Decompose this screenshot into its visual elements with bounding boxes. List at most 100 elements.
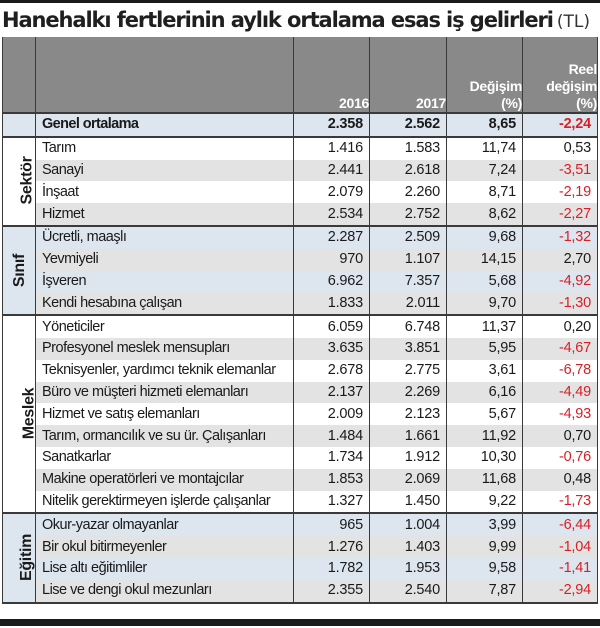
value-2016: 6.059: [293, 315, 370, 338]
value-real-change: -1,32: [522, 225, 598, 249]
value-change: 7,87: [446, 579, 523, 604]
table-row: Yevmiyeli 970 1.107 14,15 2,70: [3, 248, 598, 271]
group-label: Eğitim: [18, 533, 36, 581]
value-2017: 2.562: [369, 113, 447, 138]
header-change: Değişim (%): [446, 37, 523, 114]
value-change: 14,15: [446, 248, 523, 271]
value-real-change: -6,78: [522, 359, 598, 382]
value-2017: 3.851: [369, 337, 447, 360]
value-2017: 2.260: [369, 181, 447, 204]
value-change: 11,74: [446, 136, 523, 160]
table-row: Lise altı eğitimliler 1.782 1.953 9,58 -1,41: [3, 557, 598, 580]
row-label: Hizmet: [35, 203, 294, 227]
value-real-change: -1,41: [522, 557, 598, 580]
title-unit: (TL): [556, 12, 591, 32]
overall-row: Genel ortalama 2.358 2.562 8,65 -2,24: [2, 113, 598, 138]
value-real-change: -2,94: [522, 579, 598, 604]
value-2016: 965: [293, 513, 370, 537]
table-title: Hanehalkı fertlerinin aylık ortalama esa…: [2, 5, 590, 35]
value-2017: 2.618: [369, 159, 447, 182]
value-2016: 2.355: [293, 579, 370, 604]
value-2017: 6.748: [369, 315, 447, 338]
value-real-change: -6,44: [522, 513, 598, 537]
header-row: 2016 2017 Değişim (%) Reel değişim (%): [2, 37, 598, 114]
value-real-change: 0,53: [522, 136, 598, 160]
table-row: Kendi hesabına çalışan 1.833 2.011 9,70 -1,3…: [3, 292, 598, 317]
value-change: 9,68: [446, 225, 523, 249]
value-change: 5,68: [446, 270, 523, 293]
row-label: Lise altı eğitimliler: [35, 557, 294, 580]
group-label-cell: Meslek: [2, 315, 37, 515]
value-2017: 2.752: [369, 203, 447, 227]
value-real-change: -3,51: [522, 159, 598, 182]
value-2017: 1.661: [369, 425, 447, 447]
value-2017: 2.123: [369, 403, 447, 426]
value-real-change: -4,93: [522, 403, 598, 426]
value-2016: 1.484: [293, 425, 370, 447]
row-label: Tarım: [35, 136, 294, 160]
value-2016: 2.287: [293, 225, 370, 249]
table-row: Büro ve müşteri hizmeti elemanları 2.137 2…: [3, 381, 598, 404]
value-real-change: -2,24: [522, 113, 598, 138]
group-label: Sektör: [18, 156, 36, 205]
value-2016: 2.358: [293, 113, 370, 138]
value-change: 11,92: [446, 425, 523, 447]
table-row: Sanayi 2.441 2.618 7,24 -3,51: [3, 159, 598, 182]
top-rule: [0, 0, 600, 3]
value-change: 3,99: [446, 513, 523, 537]
value-2017: 1.004: [369, 513, 447, 537]
group-label-cell: Sektör: [2, 136, 36, 227]
value-2017: 1.450: [369, 490, 447, 515]
value-change: 8,71: [446, 181, 523, 204]
table-row: Teknisyenler, yardımcı teknik elemanlar 2…: [3, 359, 598, 382]
value-2016: 970: [293, 248, 370, 271]
table-row: Eğitim Okur-yazar olmayanlar 965 1.004 3,99-…: [2, 513, 598, 604]
table-row: İşveren 6.962 7.357 5,68 -4,92: [3, 270, 598, 293]
value-2016: 1.782: [293, 557, 370, 580]
value-change: 9,99: [446, 536, 523, 558]
table-row: Sanatkarlar 1.734 1.912 10,30 -0,76: [3, 446, 598, 469]
value-2016: 2.441: [293, 159, 370, 182]
table-row: Bir okul bitirmeyenler 1.276 1.403 9,99 -1,0…: [3, 536, 598, 558]
overall-group-cell: [2, 113, 36, 138]
row-label: Tarım, ormancılık ve su ür. Çalışanları: [35, 425, 294, 447]
value-2016: 2.009: [293, 403, 370, 426]
table-row: Profesyonel meslek mensupları 3.635 3.851 5…: [3, 337, 598, 360]
row-label: İnşaat: [35, 181, 294, 204]
group-label-cell: Eğitim: [2, 513, 36, 604]
value-change: 8,62: [446, 203, 523, 227]
value-2016: 3.635: [293, 337, 370, 360]
group-label: Sınıf: [11, 253, 29, 287]
value-2016: 1.327: [293, 490, 370, 515]
value-change: 7,24: [446, 159, 523, 182]
value-change: 5,67: [446, 403, 523, 426]
row-label: Hizmet ve satış elemanları: [35, 403, 294, 426]
value-real-change: -4,49: [522, 381, 598, 404]
value-2016: 2.079: [293, 181, 370, 204]
value-2016: 2.678: [293, 359, 370, 382]
value-2017: 2.011: [369, 292, 447, 317]
value-change: 8,65: [446, 113, 523, 138]
value-change: 10,30: [446, 446, 523, 469]
value-2016: 6.962: [293, 270, 370, 293]
value-2016: 1.853: [293, 468, 370, 491]
value-real-change: -1,73: [522, 490, 598, 515]
row-label: Lise ve dengi okul mezunları: [35, 579, 294, 604]
value-2017: 7.357: [369, 270, 447, 293]
value-2017: 1.403: [369, 536, 447, 558]
value-real-change: 0,48: [522, 468, 598, 491]
table-row: Tarım, ormancılık ve su ür. Çalışanları 1…: [3, 425, 598, 447]
group-label-cell: Sınıf: [2, 225, 36, 317]
header-group-cell: [2, 37, 36, 114]
row-label: İşveren: [35, 270, 294, 293]
value-change: 5,95: [446, 337, 523, 360]
value-2016: 2.534: [293, 203, 370, 227]
row-label: Profesyonel meslek mensupları: [35, 337, 294, 360]
value-change: 9,58: [446, 557, 523, 580]
value-2017: 2.269: [369, 381, 447, 404]
value-2017: 2.069: [369, 468, 447, 491]
row-label: Genel ortalama: [35, 113, 294, 138]
value-2017: 2.509: [369, 225, 447, 249]
row-label: Nitelik gerektirmeyen işlerde çalışanlar: [35, 490, 294, 515]
value-change: 11,37: [446, 315, 523, 338]
